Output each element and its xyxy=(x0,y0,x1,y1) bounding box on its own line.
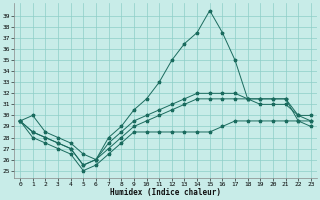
X-axis label: Humidex (Indice chaleur): Humidex (Indice chaleur) xyxy=(110,188,221,197)
